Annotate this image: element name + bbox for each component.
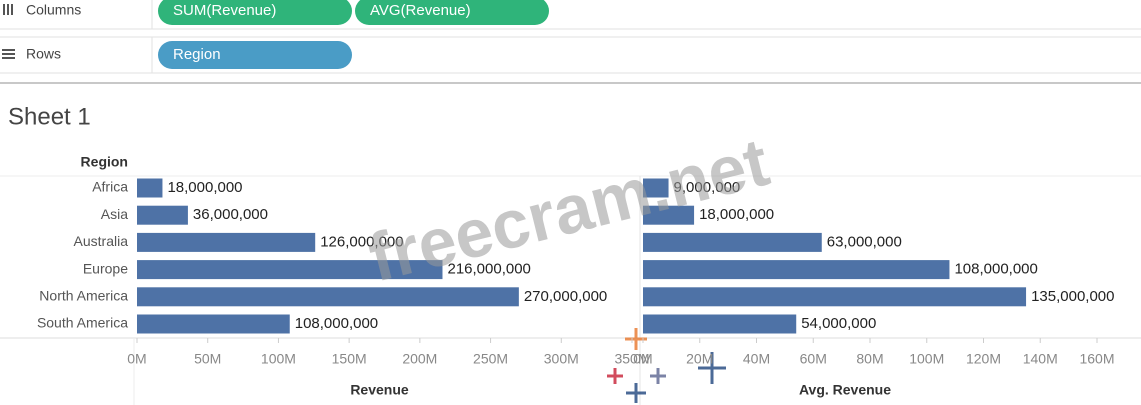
bar — [643, 232, 822, 252]
category-label: Australia — [74, 233, 129, 249]
bar — [643, 178, 669, 198]
pill[interactable] — [355, 0, 549, 25]
x-tick-label: 0M — [127, 351, 146, 367]
category-header: Region — [81, 154, 128, 170]
value-label: 270,000,000 — [524, 288, 607, 305]
bar — [137, 287, 519, 307]
value-label: 18,000,000 — [167, 179, 242, 196]
x-tick-label: 20M — [686, 351, 713, 367]
rows-icon — [2, 49, 15, 59]
bar — [137, 232, 316, 252]
bar — [137, 260, 443, 280]
bar — [643, 287, 1027, 307]
value-label: 216,000,000 — [447, 261, 530, 278]
value-label: 36,000,000 — [193, 206, 268, 223]
x-tick-label: 160M — [1079, 351, 1114, 367]
tableau-logo — [607, 328, 726, 403]
shelf-label: Columns — [26, 2, 81, 18]
x-tick-label: 250M — [473, 351, 508, 367]
value-label: 9,000,000 — [674, 179, 741, 196]
bar — [643, 205, 695, 225]
x-tick-label: 350M — [614, 351, 649, 367]
axis-title: Revenue — [350, 382, 409, 398]
x-tick-label: 200M — [402, 351, 437, 367]
x-tick-label: 50M — [194, 351, 221, 367]
bar — [137, 314, 290, 334]
x-tick-label: 150M — [332, 351, 367, 367]
pill-label[interactable]: Region — [173, 46, 221, 63]
category-label: Europe — [83, 260, 128, 276]
value-label: 126,000,000 — [320, 233, 403, 250]
x-tick-label: 100M — [909, 351, 944, 367]
value-label: 135,000,000 — [1031, 288, 1114, 305]
bar — [137, 178, 163, 198]
value-label: 108,000,000 — [954, 261, 1037, 278]
sheet-title: Sheet 1 — [8, 103, 91, 130]
x-tick-label: 0M — [633, 351, 652, 367]
category-label: North America — [39, 288, 128, 304]
bar — [137, 205, 188, 225]
bar — [643, 260, 950, 280]
bar — [643, 314, 797, 334]
x-tick-label: 60M — [800, 351, 827, 367]
value-label: 108,000,000 — [295, 315, 378, 332]
axis-title: Avg. Revenue — [799, 382, 891, 398]
x-tick-label: 100M — [261, 351, 296, 367]
category-label: South America — [37, 315, 128, 331]
shelf-label: Rows — [26, 46, 61, 62]
value-label: 63,000,000 — [827, 233, 902, 250]
category-label: Asia — [101, 206, 128, 222]
x-tick-label: 140M — [1023, 351, 1058, 367]
pill-label[interactable]: SUM(Revenue) — [173, 2, 276, 19]
pill-label[interactable]: AVG(Revenue) — [370, 2, 471, 19]
category-label: Africa — [92, 179, 128, 195]
pill[interactable] — [158, 0, 352, 25]
pill[interactable] — [158, 41, 352, 69]
x-tick-label: 300M — [544, 351, 579, 367]
x-tick-label: 80M — [856, 351, 883, 367]
x-tick-label: 40M — [743, 351, 770, 367]
value-label: 54,000,000 — [801, 315, 876, 332]
x-tick-label: 120M — [966, 351, 1001, 367]
columns-icon — [3, 4, 13, 15]
value-label: 18,000,000 — [699, 206, 774, 223]
